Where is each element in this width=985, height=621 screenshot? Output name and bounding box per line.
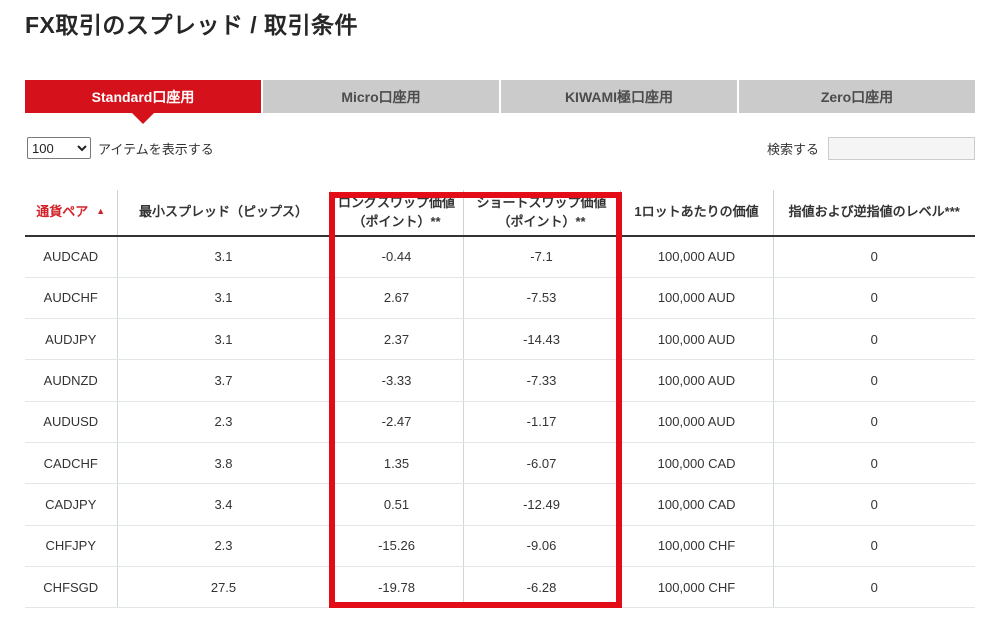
column-header-long-swap[interactable]: ロングスワップ価値 （ポイント）** <box>330 190 464 237</box>
table-row: AUDUSD 2.3 -2.47 -1.17 100,000 AUD 0 <box>25 401 975 443</box>
cell-min-spread: 27.5 <box>117 566 331 609</box>
cell-stop-limit-level: 0 <box>773 277 975 320</box>
page-length-control: 100 アイテムを表示する <box>27 137 214 159</box>
cell-lot-value: 100,000 CHF <box>620 525 774 567</box>
column-header-min-spread[interactable]: 最小スプレッド（ピップス） <box>117 190 331 237</box>
tab-micro-account[interactable]: Micro口座用 <box>263 80 499 113</box>
cell-lot-value: 100,000 AUD <box>620 277 774 320</box>
search-input[interactable] <box>828 137 975 160</box>
cell-short-swap: -9.06 <box>463 525 621 567</box>
cell-short-swap: -7.53 <box>463 277 621 320</box>
cell-short-swap: -12.49 <box>463 483 621 526</box>
cell-lot-value: 100,000 CAD <box>620 442 774 485</box>
cell-stop-limit-level: 0 <box>773 442 975 485</box>
tab-label: Standard口座用 <box>91 88 195 105</box>
table-row: AUDCAD 3.1 -0.44 -7.1 100,000 AUD 0 <box>25 236 975 278</box>
column-header-pair[interactable]: 通貨ペア ▲ <box>25 190 118 237</box>
cell-short-swap: -1.17 <box>463 401 621 443</box>
cell-min-spread: 3.7 <box>117 359 331 402</box>
cell-pair: AUDCAD <box>25 236 118 278</box>
cell-long-swap: 2.37 <box>330 318 464 361</box>
cell-short-swap: -6.28 <box>463 566 621 609</box>
page-title: FX取引のスプレッド / 取引条件 <box>25 12 359 38</box>
cell-stop-limit-level: 0 <box>773 525 975 567</box>
cell-long-swap: -2.47 <box>330 401 464 443</box>
cell-lot-value: 100,000 AUD <box>620 359 774 402</box>
table-controls: 100 アイテムを表示する 検索する <box>25 137 975 161</box>
cell-stop-limit-level: 0 <box>773 359 975 402</box>
table-header: 通貨ペア ▲ 最小スプレッド（ピップス） ロングスワップ価値 （ポイント）** シ… <box>25 190 975 237</box>
cell-pair: AUDCHF <box>25 277 118 320</box>
cell-short-swap: -14.43 <box>463 318 621 361</box>
cell-lot-value: 100,000 CHF <box>620 566 774 609</box>
column-header-lot-value[interactable]: 1ロットあたりの価値 <box>620 190 774 237</box>
cell-lot-value: 100,000 AUD <box>620 401 774 443</box>
cell-min-spread: 3.4 <box>117 483 331 526</box>
search-control: 検索する <box>767 137 975 160</box>
cell-min-spread: 3.1 <box>117 236 331 278</box>
cell-pair: CHFJPY <box>25 525 118 567</box>
tab-label: Zero口座用 <box>820 88 894 105</box>
column-header-label: ロングスワップ価値 <box>337 194 455 210</box>
table-row: AUDNZD 3.7 -3.33 -7.33 100,000 AUD 0 <box>25 359 975 402</box>
cell-short-swap: -7.1 <box>463 236 621 278</box>
cell-short-swap: -7.33 <box>463 359 621 402</box>
cell-long-swap: 1.35 <box>330 442 464 485</box>
cell-long-swap: 2.67 <box>330 277 464 320</box>
tab-label: KIWAMI極口座用 <box>564 88 674 105</box>
cell-stop-limit-level: 0 <box>773 566 975 609</box>
table-row: CHFSGD 27.5 -19.78 -6.28 100,000 CHF 0 <box>25 566 975 609</box>
cell-pair: CHFSGD <box>25 566 118 609</box>
cell-stop-limit-level: 0 <box>773 401 975 443</box>
cell-lot-value: 100,000 AUD <box>620 318 774 361</box>
cell-long-swap: -15.26 <box>330 525 464 567</box>
cell-pair: CADCHF <box>25 442 118 485</box>
cell-min-spread: 3.8 <box>117 442 331 485</box>
cell-long-swap: -0.44 <box>330 236 464 278</box>
cell-min-spread: 2.3 <box>117 525 331 567</box>
tab-standard-account[interactable]: Standard口座用 <box>25 80 261 124</box>
cell-lot-value: 100,000 CAD <box>620 483 774 526</box>
cell-pair: AUDUSD <box>25 401 118 443</box>
cell-pair: CADJPY <box>25 483 118 526</box>
cell-lot-value: 100,000 AUD <box>620 236 774 278</box>
cell-pair: AUDNZD <box>25 359 118 402</box>
cell-long-swap: -19.78 <box>330 566 464 609</box>
cell-stop-limit-level: 0 <box>773 236 975 278</box>
spread-conditions-table: 通貨ペア ▲ 最小スプレッド（ピップス） ロングスワップ価値 （ポイント）** シ… <box>25 190 975 609</box>
cell-long-swap: -3.33 <box>330 359 464 402</box>
tab-kiwami-account[interactable]: KIWAMI極口座用 <box>501 80 737 113</box>
column-header-sublabel: （ポイント）** <box>497 213 586 229</box>
column-header-label: 1ロットあたりの価値 <box>634 204 759 220</box>
page-length-select[interactable]: 100 <box>27 137 91 159</box>
cell-min-spread: 3.1 <box>117 318 331 361</box>
cell-stop-limit-level: 0 <box>773 483 975 526</box>
table-row: AUDCHF 3.1 2.67 -7.53 100,000 AUD 0 <box>25 277 975 320</box>
cell-pair: AUDJPY <box>25 318 118 361</box>
search-label: 検索する <box>766 142 819 157</box>
cell-stop-limit-level: 0 <box>773 318 975 361</box>
column-header-short-swap[interactable]: ショートスワップ価値 （ポイント）** <box>463 190 621 237</box>
page-length-label: アイテムを表示する <box>98 141 214 157</box>
column-header-stop-limit-level[interactable]: 指値および逆指値のレベル*** <box>773 190 975 237</box>
table-row: CHFJPY 2.3 -15.26 -9.06 100,000 CHF 0 <box>25 525 975 567</box>
column-header-label: 通貨ペア <box>36 204 89 220</box>
cell-min-spread: 2.3 <box>117 401 331 443</box>
cell-min-spread: 3.1 <box>117 277 331 320</box>
table-row: AUDJPY 3.1 2.37 -14.43 100,000 AUD 0 <box>25 318 975 361</box>
column-header-label: ショートスワップ価値 <box>476 194 607 210</box>
column-header-label: 指値および逆指値のレベル*** <box>788 204 960 220</box>
sort-ascending-icon: ▲ <box>96 206 106 217</box>
tab-zero-account[interactable]: Zero口座用 <box>739 80 975 113</box>
cell-short-swap: -6.07 <box>463 442 621 485</box>
column-header-label: 最小スプレッド（ピップス） <box>138 204 308 220</box>
cell-long-swap: 0.51 <box>330 483 464 526</box>
account-type-tabs: Standard口座用 Micro口座用 KIWAMI極口座用 Zero口座用 <box>25 80 975 124</box>
tab-label: Micro口座用 <box>341 88 421 105</box>
table-body: AUDCAD 3.1 -0.44 -7.1 100,000 AUD 0 AUDCHF 3.1 2… <box>25 236 975 609</box>
column-header-sublabel: （ポイント）** <box>352 213 441 229</box>
table-row: CADJPY 3.4 0.51 -12.49 100,000 CAD 0 <box>25 483 975 526</box>
table-row: CADCHF 3.8 1.35 -6.07 100,000 CAD 0 <box>25 442 975 485</box>
